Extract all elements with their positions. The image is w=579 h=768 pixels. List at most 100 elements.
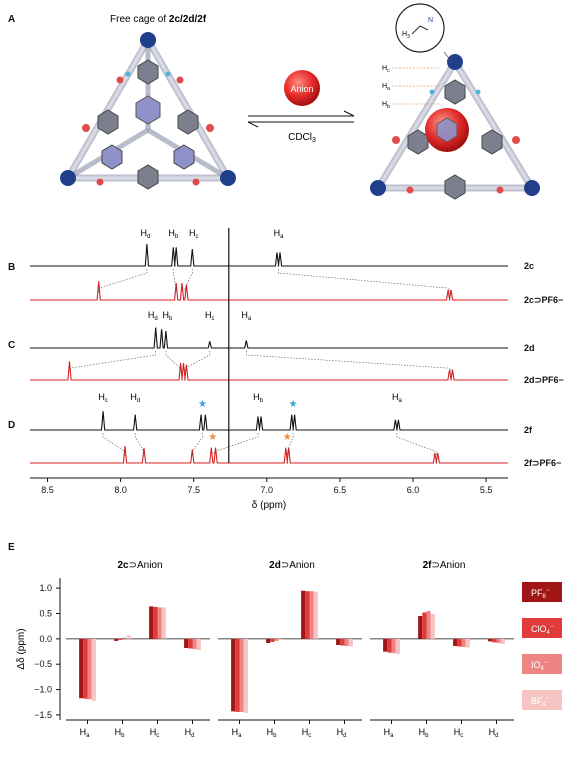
bar	[243, 638, 248, 713]
peak-label: Hd	[148, 310, 158, 322]
bar	[79, 638, 84, 699]
category-label: Hc	[302, 727, 312, 739]
zoom-h3-label: H3	[402, 31, 410, 40]
spectrum-label-2f: 2f	[524, 425, 533, 435]
bar	[492, 638, 497, 643]
bar	[114, 638, 119, 641]
bar	[313, 591, 318, 639]
bar	[87, 638, 92, 700]
category-label: Hd	[489, 727, 499, 739]
bound-cage-illustration: H3 N Hc Ha Hb	[370, 3, 540, 200]
correlation-line	[165, 351, 181, 373]
spectrum-label-2c: 2c	[524, 261, 534, 271]
spectrum-trace-2f-pf6	[30, 445, 508, 464]
correlation-line	[184, 269, 193, 293]
spectrum-label-2c-pf6: 2c⊃PF6−	[524, 295, 563, 305]
category-label: Ha	[232, 727, 243, 739]
spectrum-label-2d-pf6: 2d⊃PF6−	[524, 375, 564, 385]
spectrum-trace-2f	[30, 411, 508, 431]
legend-swatch	[522, 690, 562, 710]
bar	[122, 637, 127, 639]
category-label: Hc	[454, 727, 464, 739]
anion-label: Anion	[290, 84, 313, 94]
bar	[422, 612, 427, 639]
peak-label: Ha	[274, 228, 285, 240]
bar	[274, 638, 279, 641]
spectrum-trace-2d-pf6	[30, 361, 508, 381]
legend-swatch	[522, 654, 562, 674]
peak-label: Hd	[141, 228, 151, 240]
spectrum-label-2f-pf6: 2f⊃PF6−	[524, 458, 561, 468]
peak-label: Hc	[189, 228, 199, 240]
y-tick-label: −0.5	[34, 659, 52, 669]
y-tick-label: 0.0	[39, 634, 52, 644]
panel-a-title: Free cage of 2c/2d/2f	[110, 14, 207, 25]
correlation-line	[191, 433, 203, 456]
bar	[418, 616, 423, 639]
panel-label-e: E	[8, 542, 15, 553]
category-label: Hd	[337, 727, 347, 739]
panel-a: A Free cage of 2c/2d/2f	[8, 3, 540, 200]
bar	[235, 638, 240, 712]
bar	[305, 591, 310, 639]
peak-star: ★	[283, 432, 292, 443]
legend-label: IO4−	[531, 660, 548, 672]
bar	[188, 638, 193, 649]
bar	[184, 638, 189, 648]
x-tick-label: 6.0	[407, 485, 420, 495]
x-tick-label: 7.0	[261, 485, 274, 495]
equilibrium-arrows: Anion CDCl3	[247, 70, 355, 144]
peak-star: ★	[289, 399, 298, 410]
panel-label-d: D	[8, 420, 15, 431]
bar	[496, 638, 501, 643]
category-label: Hc	[150, 727, 160, 739]
correlation-line	[102, 433, 126, 456]
bar	[426, 611, 431, 639]
bar	[91, 638, 96, 701]
anion-sphere	[284, 70, 320, 106]
bar	[278, 638, 283, 640]
category-label: Hb	[267, 727, 278, 739]
x-tick-label: 5.5	[480, 485, 493, 495]
bar	[192, 638, 197, 649]
spectrum-trace-2c-pf6	[30, 281, 508, 301]
cage-hc-label: Hc	[382, 65, 390, 74]
correlation-line	[286, 433, 294, 456]
legend-swatch	[522, 582, 562, 602]
correlation-line	[69, 351, 157, 373]
bar	[461, 638, 466, 647]
spectrum-label-2d: 2d	[524, 343, 535, 353]
zoom-bubble	[395, 3, 445, 53]
bar	[336, 638, 341, 645]
nmr-spectra: 2c 2c⊃PF6− 2d 2d⊃PF6− 2f 2f⊃PF6− Hd Hb Hc Ha Hd Hb H…	[30, 228, 564, 511]
legend-label: PF6−	[531, 588, 550, 600]
correlation-line	[184, 351, 211, 373]
x-tick-label: 8.0	[114, 485, 127, 495]
correlation-line	[396, 433, 437, 456]
bar	[157, 607, 162, 639]
peak-label: Ha	[241, 310, 252, 322]
bar	[430, 614, 435, 639]
group-title: 2d⊃Anion	[269, 560, 315, 571]
correlation-line	[98, 269, 148, 293]
x-tick-label: 8.5	[41, 485, 54, 495]
peak-label: Hb	[253, 392, 264, 404]
bar	[161, 607, 166, 639]
y-tick-label: 1.0	[39, 583, 52, 593]
correlation-line	[134, 433, 145, 456]
category-label: Hb	[115, 727, 126, 739]
correlation-line	[278, 269, 450, 293]
bar	[488, 638, 493, 642]
bar	[453, 638, 458, 646]
cage-ha-label: Ha	[382, 83, 390, 92]
peak-label: Hd	[130, 392, 140, 404]
group-title: 2c⊃Anion	[117, 560, 162, 571]
bar	[500, 638, 505, 644]
bar	[309, 591, 314, 639]
bar	[383, 638, 388, 652]
delta-shift-bar-chart: −1.5 −1.0 −0.5 0.0 0.5 1.0 Δδ (ppm) 2c⊃Anion Ha H…	[16, 560, 562, 739]
x-axis-label: δ (ppm)	[252, 500, 286, 511]
peak-label: Hc	[205, 310, 215, 322]
y-axis-label: Δδ (ppm)	[16, 628, 27, 669]
